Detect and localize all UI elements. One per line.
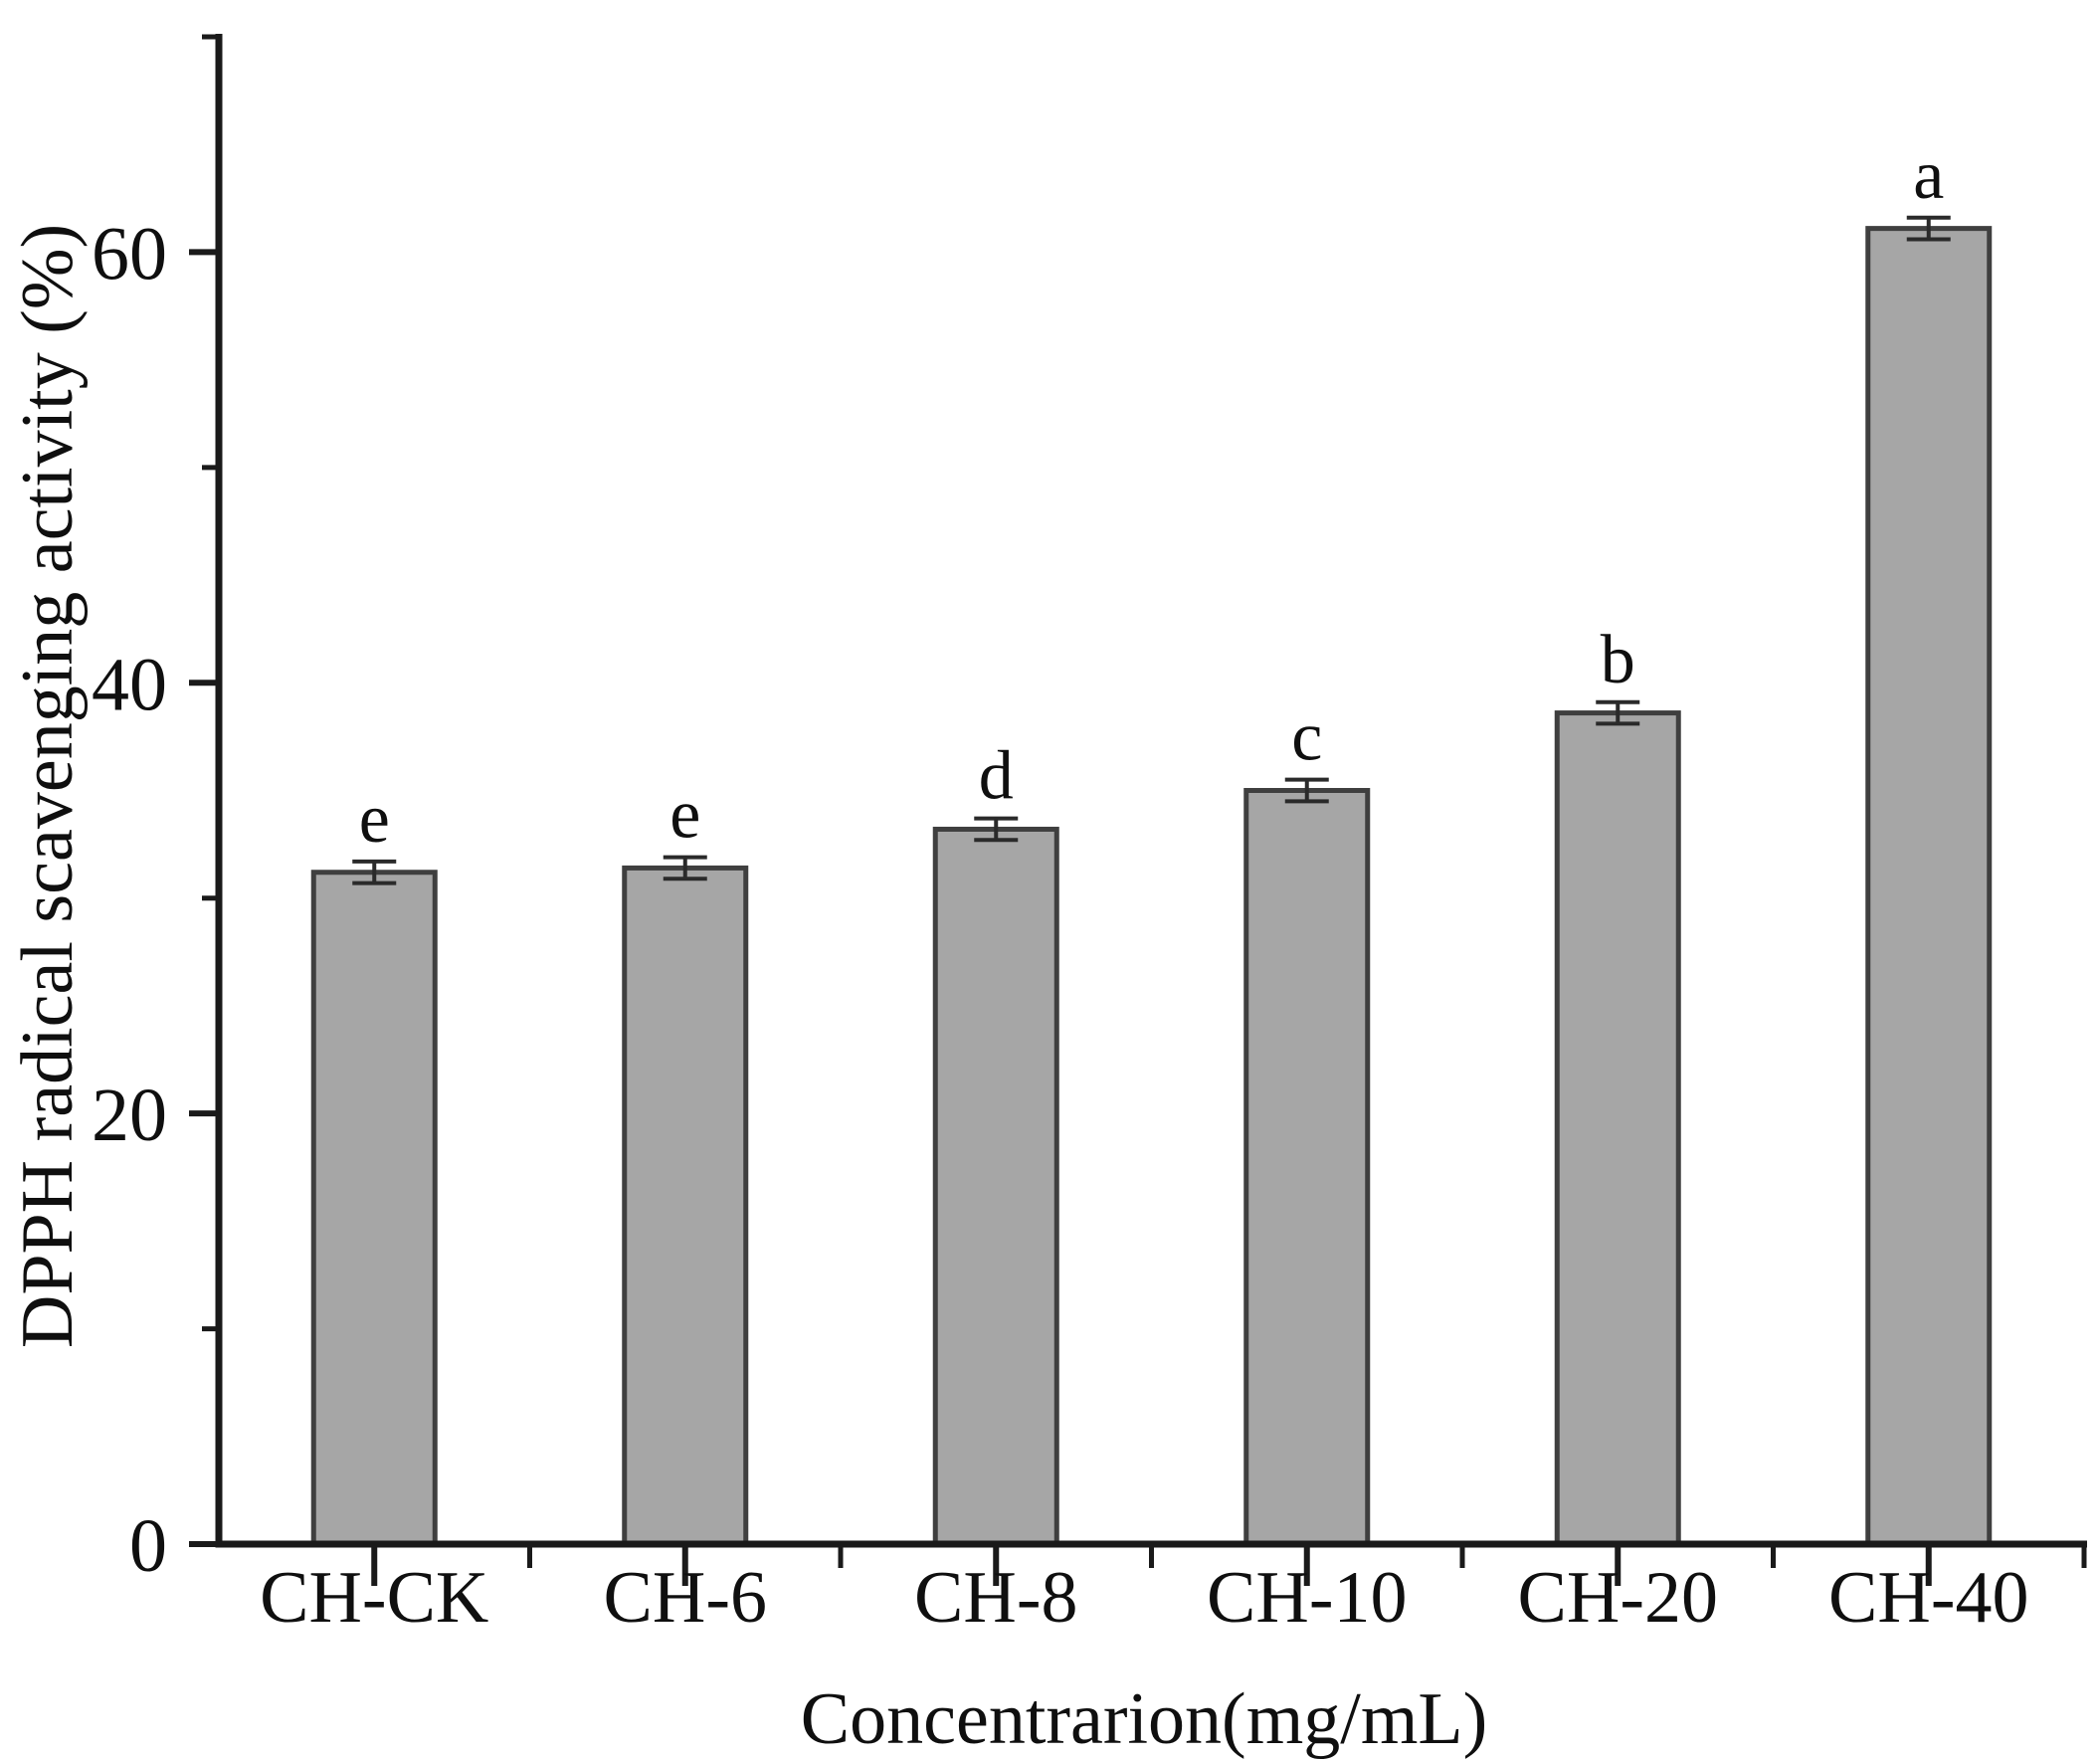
bar-CH-20: [1554, 710, 1681, 1547]
bar-CH-6: [622, 865, 749, 1547]
sig-letter-CH-20: b: [1601, 622, 1635, 698]
x-tick-label-CH-8: CH-8: [914, 1557, 1077, 1639]
y-tick-label-0: 0: [129, 1504, 167, 1588]
plot-area: e e d c b a 0 20 40 60 CH-CK CH-6 CH-8 CH-10 CH-20 CH-4…: [92, 34, 2087, 1639]
y-axis-title: DPPH radical scavenging activity (%): [7, 224, 89, 1348]
bar-CH-CK: [310, 870, 438, 1547]
bar-CH-10: [1243, 788, 1371, 1547]
bar-CH-40: [1865, 226, 1993, 1547]
sig-letter-CH-6: e: [669, 777, 700, 854]
x-tick-label-CH-10: CH-10: [1207, 1557, 1407, 1639]
y-tick-label-60: 60: [92, 212, 167, 295]
sig-letter-CH-40: a: [1913, 137, 1944, 214]
bar-CH-8: [932, 826, 1059, 1547]
x-tick-label-CH-20: CH-20: [1518, 1557, 1718, 1639]
x-tick-label-CH-40: CH-40: [1828, 1557, 2028, 1639]
sig-letter-CH-10: c: [1291, 699, 1322, 776]
y-tick-label-40: 40: [92, 643, 167, 726]
y-tick-label-20: 20: [92, 1074, 167, 1157]
x-axis-title: Concentrarion(mg/mL): [801, 1678, 1487, 1760]
x-tick-label-CH-6: CH-6: [604, 1557, 767, 1639]
x-tick-label-CH-CK: CH-CK: [260, 1557, 488, 1639]
sig-letter-CH-CK: e: [359, 781, 390, 858]
sig-letter-CH-8: d: [979, 738, 1014, 815]
